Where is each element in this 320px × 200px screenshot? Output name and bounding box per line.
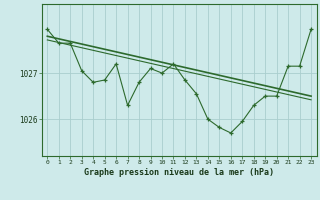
X-axis label: Graphe pression niveau de la mer (hPa): Graphe pression niveau de la mer (hPa)	[84, 168, 274, 177]
